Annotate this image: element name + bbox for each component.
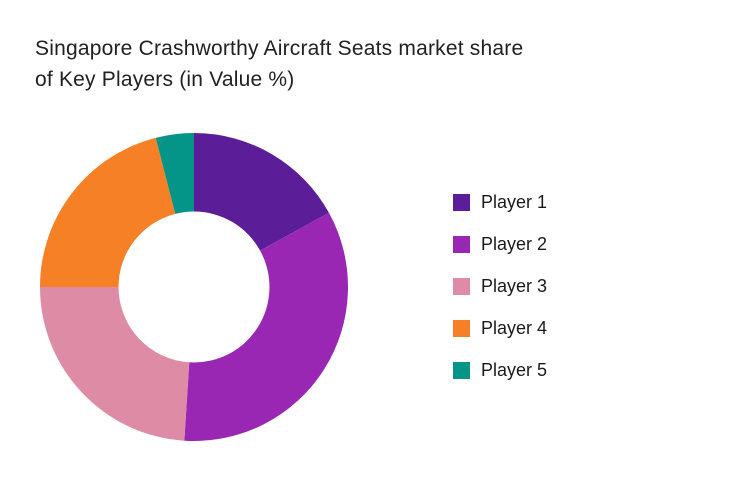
donut-segment-player-2 bbox=[184, 212, 349, 442]
legend-swatch-player-5 bbox=[453, 362, 470, 379]
legend: Player 1 Player 2 Player 3 Player 4 Play… bbox=[453, 192, 548, 380]
donut-segment-player-5 bbox=[155, 133, 194, 214]
chart-title-line-2: of Key Players (in Value %) bbox=[35, 68, 295, 91]
legend-swatch-player-2 bbox=[453, 236, 470, 253]
legend-label-player-2: Player 2 bbox=[481, 234, 548, 254]
legend-label-player-3: Player 3 bbox=[481, 276, 548, 296]
legend-item-player-3: Player 3 bbox=[453, 276, 548, 296]
donut-segment-player-4 bbox=[40, 137, 176, 287]
donut-segment-player-3 bbox=[40, 287, 190, 441]
legend-item-player-4: Player 4 bbox=[453, 318, 548, 338]
legend-label-player-1: Player 1 bbox=[481, 192, 548, 212]
legend-swatch-player-1 bbox=[453, 194, 470, 211]
chart-title-line-1: Singapore Crashworthy Aircraft Seats mar… bbox=[35, 37, 524, 60]
legend-item-player-5: Player 5 bbox=[453, 360, 548, 380]
legend-item-player-1: Player 1 bbox=[453, 192, 548, 212]
legend-swatch-player-4 bbox=[453, 320, 470, 337]
legend-item-player-2: Player 2 bbox=[453, 234, 548, 254]
legend-swatch-player-3 bbox=[453, 278, 470, 295]
legend-label-player-4: Player 4 bbox=[481, 318, 548, 338]
legend-label-player-5: Player 5 bbox=[481, 360, 548, 380]
donut-chart bbox=[40, 133, 349, 442]
chart-title: Singapore Crashworthy Aircraft Seats mar… bbox=[35, 33, 523, 95]
donut-segment-player-1 bbox=[194, 133, 329, 251]
